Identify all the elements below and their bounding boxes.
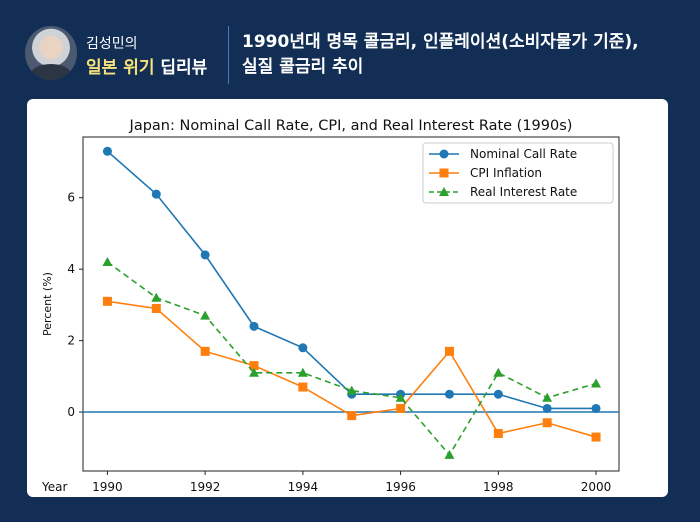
real-interest-rate-point bbox=[395, 392, 406, 402]
real-interest-rate-point bbox=[542, 392, 553, 402]
brand-author: 김성민의 bbox=[86, 36, 138, 52]
nominal-call-rate-point bbox=[249, 321, 259, 331]
cpi-inflation-point bbox=[151, 303, 161, 313]
y-tick-label: 2 bbox=[67, 334, 75, 348]
real-interest-rate-point bbox=[297, 367, 308, 377]
plot-frame bbox=[82, 136, 620, 472]
brand-highlight: 일본 위기 bbox=[86, 58, 155, 78]
y-axis-label: Percent (%) bbox=[41, 272, 54, 336]
x-tick-label: 1998 bbox=[483, 480, 514, 494]
brand-series: 일본 위기 딥리뷰 bbox=[86, 53, 207, 78]
cpi-inflation-point bbox=[542, 418, 552, 428]
nominal-call-rate-point bbox=[200, 250, 210, 260]
nominal-call-rate-point bbox=[542, 403, 552, 413]
chart-title: Japan: Nominal Call Rate, CPI, and Real … bbox=[129, 118, 573, 134]
header-divider bbox=[228, 26, 229, 84]
cpi-inflation-point bbox=[102, 296, 112, 306]
cpi-inflation-point bbox=[298, 382, 308, 392]
legend bbox=[422, 142, 614, 204]
x-tick-label: 1990 bbox=[92, 480, 123, 494]
cpi-inflation-point bbox=[591, 432, 601, 442]
y-tick-label: 0 bbox=[67, 405, 75, 419]
cpi-inflation-point bbox=[249, 361, 259, 371]
page-title: 1990년대 명목 콜금리, 인플레이션(소비자물가 기준), 실질 콜금리 추이 bbox=[242, 30, 639, 80]
cpi-inflation-point bbox=[444, 346, 454, 356]
brand-rest: 딥리뷰 bbox=[160, 58, 208, 78]
nominal-call-rate-point bbox=[298, 343, 308, 353]
y-tick-label: 6 bbox=[67, 191, 75, 205]
real-interest-rate-line bbox=[106, 261, 597, 457]
real-interest-rate-point bbox=[493, 367, 504, 377]
author-avatar bbox=[25, 26, 77, 80]
x-tick-label: 2000 bbox=[581, 480, 612, 494]
legend-label-cpi-inflation: CPI Inflation bbox=[470, 166, 542, 180]
legend-marker-real-interest-rate bbox=[439, 187, 449, 196]
real-interest-rate-point bbox=[151, 292, 162, 302]
real-interest-rate-point bbox=[200, 310, 211, 320]
nominal-call-rate-point bbox=[102, 146, 112, 156]
x-tick-label: 1996 bbox=[385, 480, 416, 494]
title-line-1: 1990년대 명목 콜금리, 인플레이션(소비자물가 기준), bbox=[242, 32, 639, 52]
x-tick-label: 1994 bbox=[288, 480, 319, 494]
x-tick-label: 1992 bbox=[190, 480, 221, 494]
legend-marker-cpi-inflation bbox=[439, 168, 449, 178]
cpi-inflation-point bbox=[396, 403, 406, 413]
nominal-call-rate-point bbox=[151, 189, 161, 199]
y-tick-label: 4 bbox=[67, 262, 75, 276]
real-interest-rate-point bbox=[346, 385, 357, 395]
cpi-inflation-point bbox=[200, 346, 210, 356]
real-interest-rate-point bbox=[591, 378, 602, 388]
legend-label-real-interest-rate: Real Interest Rate bbox=[470, 185, 577, 199]
real-interest-rate-point bbox=[102, 257, 113, 267]
nominal-call-rate-point bbox=[493, 389, 503, 399]
nominal-call-rate-point bbox=[444, 389, 454, 399]
real-interest-rate-point bbox=[444, 449, 455, 459]
real-interest-rate-point bbox=[249, 367, 260, 377]
legend-marker-nominal-call-rate bbox=[439, 149, 449, 159]
cpi-inflation-point bbox=[493, 428, 503, 438]
cpi-inflation-point bbox=[347, 411, 357, 421]
legend-label-nominal-call-rate: Nominal Call Rate bbox=[470, 147, 577, 161]
x-axis-label: Year bbox=[41, 480, 67, 494]
nominal-call-rate-point bbox=[591, 403, 601, 413]
title-line-2: 실질 콜금리 추이 bbox=[242, 57, 364, 77]
